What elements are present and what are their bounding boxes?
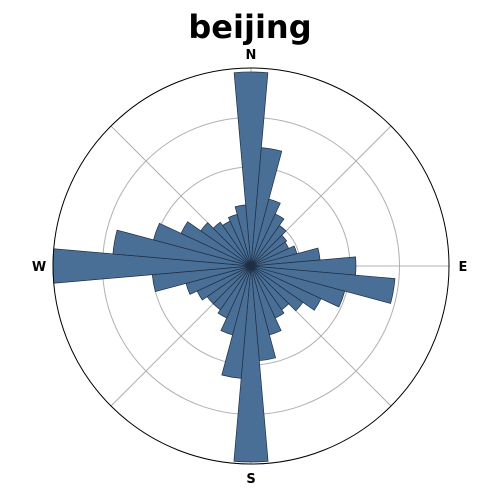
direction-label-s: S [246,472,255,487]
bar-120deg [250,265,322,311]
bar-50deg [250,234,288,267]
bar-30deg [250,213,285,267]
bar-310deg [200,222,252,267]
bar-350deg [234,204,252,267]
direction-label-n: N [246,48,257,63]
outer-circle [52,67,450,465]
bar-290deg [153,222,252,267]
direction-label-e: E [459,260,468,275]
direction-label-w: W [32,260,46,275]
bar-300deg [180,221,252,267]
bar-210deg [217,265,252,319]
bar-40deg [250,224,287,267]
bar-0deg [233,71,269,267]
bar-110deg [250,265,346,308]
bar-320deg [212,221,252,267]
bar-180deg [233,265,269,463]
bar-20deg [250,198,281,267]
chart-title: beijing [188,8,312,46]
bar-130deg [250,265,304,312]
bar-200deg [220,265,252,336]
bars-group [52,71,396,463]
